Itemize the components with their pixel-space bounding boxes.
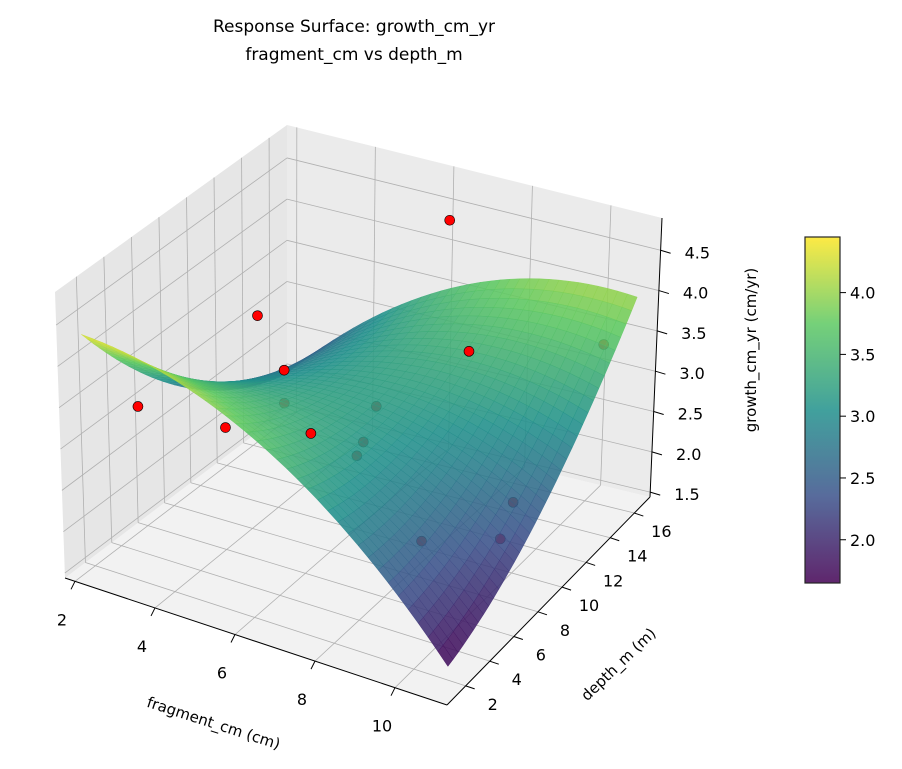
data-point <box>220 423 230 433</box>
chart-title-line-2: fragment_cm vs depth_m <box>245 45 462 65</box>
z-tick-label: 3.5 <box>681 324 706 343</box>
x-tick-label: 2 <box>57 610 67 629</box>
y-tick <box>538 612 547 615</box>
y-tick <box>586 562 595 565</box>
colorbar <box>805 237 840 583</box>
x-tick-label: 6 <box>217 664 227 683</box>
z-tick-label: 2.0 <box>676 445 701 464</box>
z-tick-label: 4.5 <box>685 243 710 262</box>
data-point <box>445 215 455 225</box>
z-tick <box>659 291 669 294</box>
y-tick <box>466 686 475 689</box>
y-tick-label: 4 <box>512 670 522 689</box>
colorbar-tick-label: 2.0 <box>850 531 875 550</box>
z-axis-label: growth_cm_yr (cm/yr) <box>742 268 761 433</box>
x-tick <box>311 661 315 669</box>
z-tick-label: 3.0 <box>679 364 704 383</box>
colorbar-ticks: 2.0 2.5 3.0 3.5 4.0 <box>840 284 875 550</box>
y-tick-label: 16 <box>651 522 671 541</box>
colorbar-tick-label: 3.5 <box>850 345 875 364</box>
z-tick-label: 2.5 <box>678 405 703 424</box>
z-tick <box>652 452 662 455</box>
x-tick-label: 10 <box>372 717 392 736</box>
y-tick-label: 10 <box>579 596 599 615</box>
y-tick-label: 12 <box>603 571 623 590</box>
x-tick <box>231 635 235 643</box>
x-tick <box>391 688 395 696</box>
data-point <box>279 365 289 375</box>
y-tick <box>610 538 619 541</box>
x-tick-label: 4 <box>137 637 147 656</box>
y-tick <box>562 587 571 590</box>
z-tick <box>657 331 667 334</box>
chart-title-line-1: Response Surface: growth_cm_yr <box>213 17 495 37</box>
x-tick-label: 8 <box>297 690 307 709</box>
z-tick-label: 4.0 <box>683 284 708 303</box>
y-tick <box>490 661 499 664</box>
data-point <box>133 401 143 411</box>
data-point <box>464 346 474 356</box>
colorbar-tick-label: 4.0 <box>850 284 875 303</box>
x-axis-label: fragment_cm (cm) <box>144 693 282 754</box>
y-tick-label: 6 <box>536 645 546 664</box>
z-tick <box>650 492 660 495</box>
x-tick <box>71 581 75 589</box>
colorbar-tick-label: 2.5 <box>850 469 875 488</box>
z-tick <box>661 250 671 253</box>
y-tick <box>634 513 643 516</box>
data-point <box>253 311 263 321</box>
colorbar-tick-label: 3.0 <box>850 407 875 426</box>
y-tick-label: 8 <box>560 621 570 640</box>
x-tick <box>151 608 155 616</box>
y-tick-label: 2 <box>488 695 498 714</box>
z-tick <box>655 371 665 374</box>
y-tick-label: 14 <box>627 547 647 566</box>
z-tick <box>654 412 664 415</box>
z-tick-label: 1.5 <box>674 485 699 504</box>
data-point <box>306 428 316 438</box>
y-tick <box>514 636 523 639</box>
y-axis-label: depth_m (m) <box>577 624 660 705</box>
